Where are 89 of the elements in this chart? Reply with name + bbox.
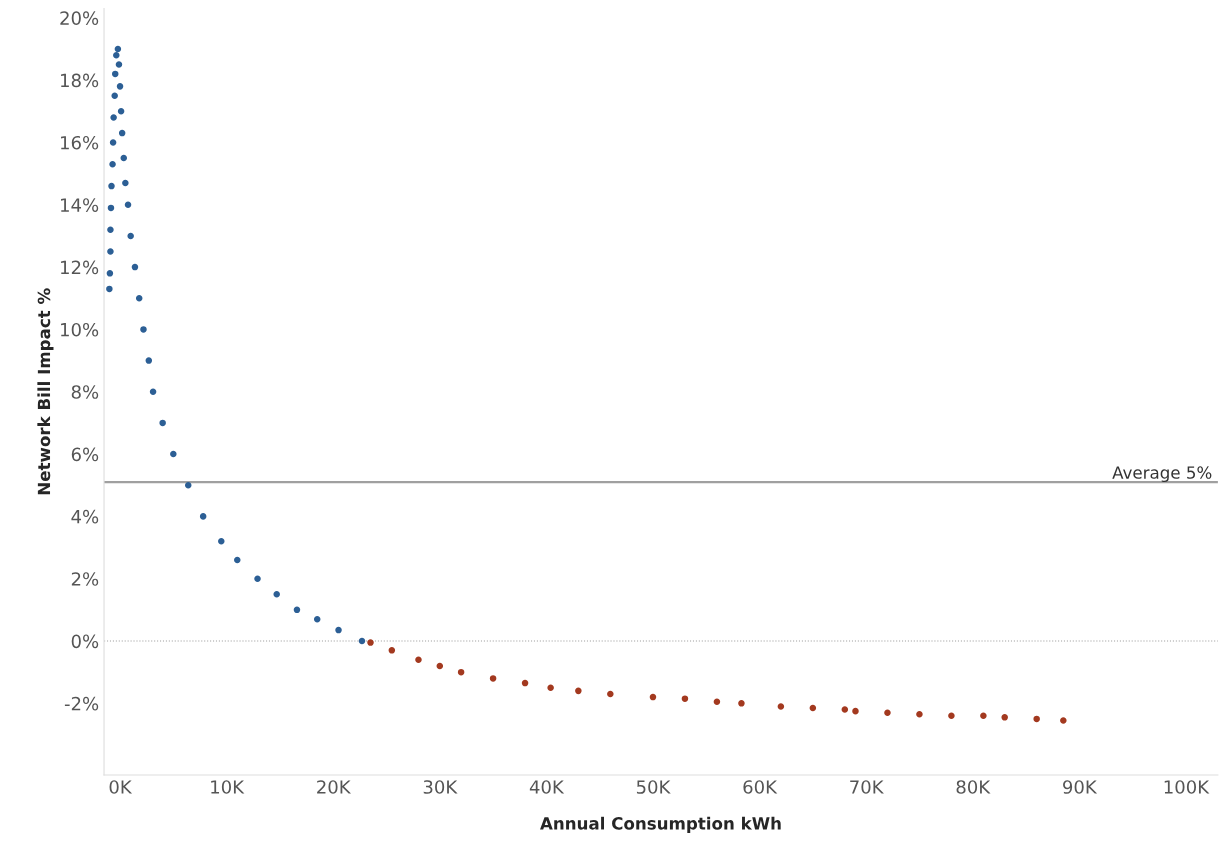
point <box>199 513 207 520</box>
point <box>547 684 554 692</box>
point <box>131 263 139 271</box>
point <box>1060 717 1067 724</box>
y-tick-label: 2% <box>71 572 99 586</box>
point <box>738 700 745 707</box>
point <box>436 662 444 670</box>
point <box>777 703 785 710</box>
point <box>980 712 987 720</box>
point <box>111 70 119 78</box>
point <box>114 45 122 53</box>
point <box>135 295 143 302</box>
point <box>681 695 689 702</box>
point <box>713 698 721 706</box>
point <box>313 615 321 623</box>
y-tick-label: 6% <box>71 447 99 462</box>
y-tick-label: 14% <box>61 198 99 212</box>
point <box>120 154 128 162</box>
y-tick-label: 18% <box>61 73 99 88</box>
point <box>367 639 374 646</box>
y-tick-label: 12% <box>61 260 99 275</box>
point <box>415 656 422 663</box>
y-tick-label: -2% <box>64 696 99 711</box>
point <box>116 83 124 90</box>
y-axis-title: Network Bill Impact % <box>37 288 54 495</box>
point <box>273 591 280 598</box>
point <box>106 270 114 277</box>
point <box>117 108 125 115</box>
point <box>852 707 859 715</box>
point <box>234 556 241 564</box>
point <box>127 232 134 240</box>
point <box>124 201 132 209</box>
point <box>149 388 157 395</box>
point <box>107 226 114 233</box>
point <box>106 285 113 293</box>
x-tick-label: 20K <box>317 780 351 794</box>
y-tick-label: 0% <box>71 634 99 649</box>
point <box>110 114 117 121</box>
x-tick-label: 50K <box>636 780 671 794</box>
x-tick-label: 30K <box>423 780 458 794</box>
point <box>489 675 497 682</box>
x-tick-label: 10K <box>211 780 245 794</box>
point <box>170 450 177 458</box>
point <box>122 179 129 187</box>
x-tick-label: 70K <box>850 780 884 794</box>
y-tick-label: 16% <box>61 135 99 150</box>
point <box>457 668 465 676</box>
x-tick-label: 40K <box>529 780 565 794</box>
point <box>145 357 153 364</box>
point <box>111 92 118 99</box>
point <box>1033 715 1040 723</box>
point <box>841 706 849 713</box>
point <box>218 538 225 545</box>
point <box>113 51 120 59</box>
point <box>159 419 166 427</box>
x-tick-label: 60K <box>743 780 778 794</box>
point <box>649 693 657 701</box>
point <box>809 704 817 712</box>
point <box>521 679 529 687</box>
x-axis-title: Annual Consumption kWh <box>540 816 781 833</box>
x-tick-label: 90K <box>1063 780 1098 794</box>
x-tick-label: 0K <box>109 780 133 794</box>
point <box>388 647 396 654</box>
point <box>109 139 117 146</box>
point <box>1001 714 1008 721</box>
point <box>254 575 261 582</box>
point <box>575 687 582 695</box>
x-tick-label: 100K <box>1164 780 1210 794</box>
point <box>607 690 614 698</box>
point <box>107 248 114 255</box>
point <box>107 204 115 212</box>
y-tick-label: 10% <box>61 322 99 337</box>
point <box>335 626 342 634</box>
point <box>948 712 955 720</box>
point <box>916 710 923 718</box>
point <box>140 326 147 333</box>
ref-line-label: Average 5% <box>1112 466 1212 483</box>
y-tick-label: 4% <box>71 509 99 524</box>
point <box>109 161 116 168</box>
point <box>293 606 301 614</box>
x-tick-label: 80K <box>956 780 991 794</box>
point <box>184 481 192 489</box>
y-tick-label: 20% <box>60 11 99 25</box>
y-tick-label: 8% <box>71 385 99 399</box>
point <box>884 709 891 716</box>
point <box>115 61 123 68</box>
point <box>108 182 115 190</box>
point <box>118 129 126 137</box>
point <box>358 637 366 645</box>
